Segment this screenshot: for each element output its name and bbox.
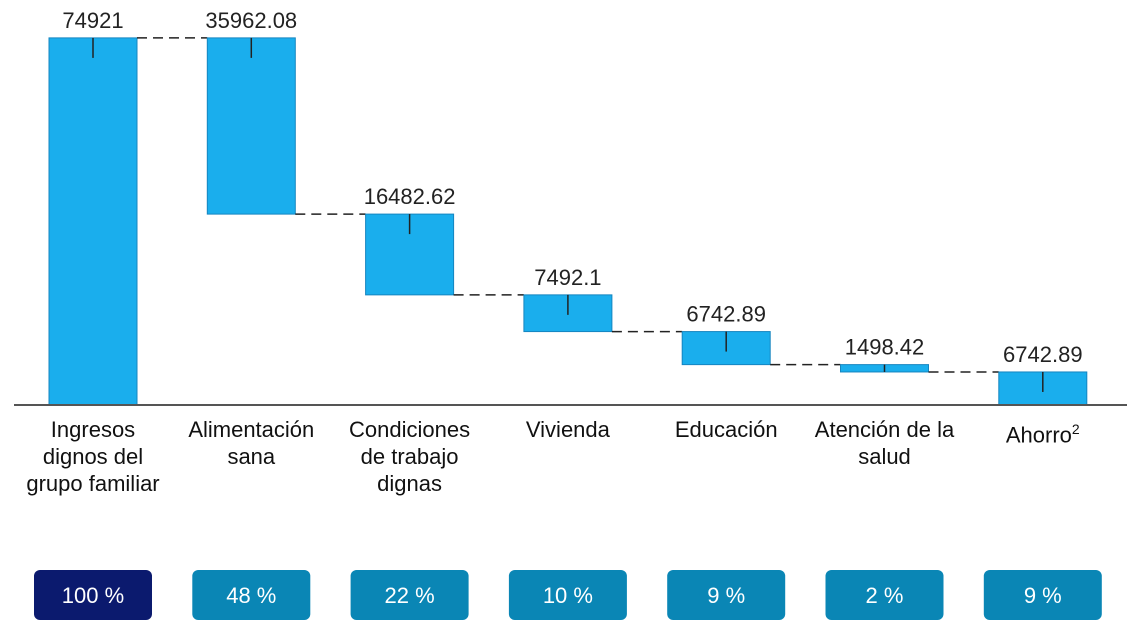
category-text: Alimentación sana [188, 417, 315, 469]
value-label: 16482.62 [364, 184, 456, 209]
share-box [350, 570, 469, 620]
share-label: 9 % [1024, 583, 1062, 608]
share-box [34, 570, 152, 620]
x-tick-label: Ingresos dignos del grupo familiar [18, 416, 168, 497]
category-text: Vivienda [525, 417, 610, 442]
category-label-box: Atención de la salud [810, 416, 960, 470]
footnote-marker: 2 [1071, 421, 1080, 437]
value-label: 6742.89 [686, 302, 766, 327]
value-label: 35962.08 [205, 8, 297, 33]
category-text: Educación [674, 417, 778, 442]
share-box [667, 570, 786, 620]
category-text: Condiciones de trabajo dignas [349, 417, 471, 496]
category-label-box: Ingresos dignos del grupo familiar [18, 416, 168, 497]
bar [206, 37, 296, 215]
category-label-box: Vivienda [493, 416, 643, 443]
share-label: 9 % [707, 583, 745, 608]
x-tick-label: Condiciones de trabajo dignas [335, 416, 485, 497]
category-label-box: Condiciones de trabajo dignas [335, 416, 485, 497]
category-text: Atención de la salud [814, 417, 955, 469]
category-label-box: Ahorro2 [968, 416, 1118, 448]
share-label: 2 % [866, 583, 904, 608]
share-box [825, 570, 944, 620]
value-label: 7492.1 [534, 265, 601, 290]
bar [48, 37, 138, 406]
share-label: 10 % [543, 583, 593, 608]
share-box [508, 570, 627, 620]
share-box [983, 570, 1102, 620]
share-label: 48 % [226, 583, 276, 608]
category-label-box: Alimentación sana [176, 416, 326, 470]
value-label: 1498.42 [845, 335, 925, 360]
share-box [192, 570, 311, 620]
category-text: Ahorro [1005, 422, 1072, 448]
x-tick-label: Vivienda [493, 416, 643, 443]
x-tick-label: Ahorro2 [968, 416, 1118, 448]
value-label: 74921 [62, 8, 123, 33]
x-tick-label: Atención de la salud [810, 416, 960, 470]
share-label: 22 % [385, 583, 435, 608]
x-tick-label: Alimentación sana [176, 416, 326, 470]
category-label-box: Educación [651, 416, 801, 443]
value-label: 6742.89 [1003, 342, 1083, 367]
category-text: Ingresos dignos del grupo familiar [26, 417, 160, 496]
x-tick-label: Educación [651, 416, 801, 443]
share-label: 100 % [62, 583, 124, 608]
